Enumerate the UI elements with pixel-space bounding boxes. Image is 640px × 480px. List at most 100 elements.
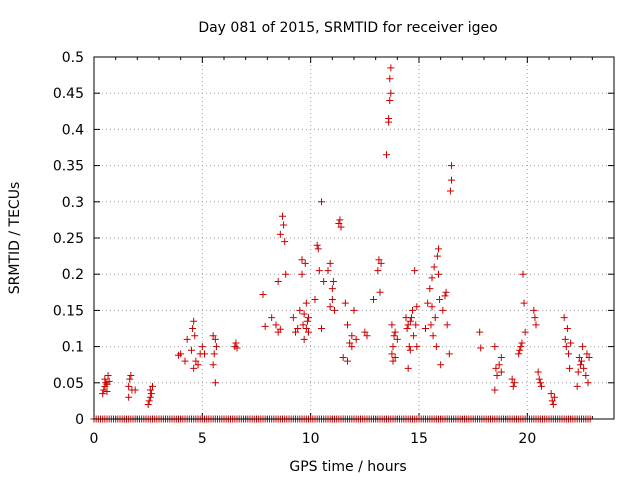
data-point <box>404 364 412 372</box>
data-point-mark <box>404 364 412 372</box>
data-point-mark <box>212 343 220 351</box>
data-point <box>387 89 395 97</box>
data-point <box>303 317 311 325</box>
data-point <box>531 314 539 322</box>
data-point-mark <box>261 322 269 330</box>
data-point <box>350 306 358 314</box>
data-point <box>435 245 442 253</box>
data-point <box>305 314 312 322</box>
chart-title: Day 081 of 2015, SRMTID for receiver ige… <box>198 20 497 36</box>
data-point <box>211 379 219 387</box>
data-point-mark <box>209 332 217 340</box>
data-point-mark <box>294 325 302 332</box>
y-tick-label: 0.35 <box>53 159 84 175</box>
data-point <box>413 343 421 351</box>
data-point-mark <box>579 343 587 351</box>
y-tick-label: 0.15 <box>53 303 84 319</box>
data-point-mark <box>302 299 310 307</box>
data-point <box>376 288 384 296</box>
data-point <box>424 299 432 307</box>
data-point-mark <box>192 357 200 365</box>
data-point <box>493 372 501 380</box>
data-point <box>406 346 414 354</box>
data-point-mark <box>404 321 412 329</box>
data-point <box>448 162 455 170</box>
data-point <box>520 299 528 307</box>
data-point-mark <box>427 321 435 329</box>
data-point-mark <box>268 314 276 322</box>
data-point-mark <box>183 335 191 343</box>
y-tick-label: 0.1 <box>62 340 84 356</box>
data-point <box>100 386 108 394</box>
data-point <box>439 306 447 314</box>
data-point <box>492 364 500 372</box>
data-point-mark <box>377 259 385 267</box>
data-point-mark <box>534 368 542 376</box>
data-point-mark <box>393 335 401 343</box>
data-point-mark <box>383 151 390 159</box>
data-point-mark <box>127 372 135 380</box>
data-point-mark <box>198 343 206 351</box>
data-point-mark <box>211 335 219 343</box>
data-point-mark <box>99 390 107 398</box>
data-point-mark <box>344 357 351 365</box>
data-point <box>517 343 525 351</box>
data-point <box>346 339 354 347</box>
data-point-mark <box>405 343 413 351</box>
data-point-mark <box>276 325 284 333</box>
data-point <box>296 306 304 314</box>
data-point <box>435 270 442 278</box>
data-point <box>370 296 377 304</box>
data-point <box>99 390 107 398</box>
data-point-mark <box>578 357 585 365</box>
data-point-mark <box>495 361 503 369</box>
data-point-mark <box>562 343 570 351</box>
data-point-mark <box>339 353 347 361</box>
data-point <box>145 397 153 405</box>
data-point <box>429 332 437 340</box>
data-point-mark <box>298 270 306 278</box>
data-point-mark <box>276 230 284 238</box>
data-point <box>390 332 398 340</box>
y-tick-label: 0 <box>75 412 84 428</box>
data-point-mark <box>281 238 289 246</box>
data-point-mark <box>191 332 199 340</box>
data-point-mark <box>361 328 369 336</box>
data-point-mark <box>389 357 397 365</box>
data-point-mark <box>329 277 337 285</box>
data-point-mark <box>536 379 544 387</box>
data-point <box>314 245 322 253</box>
data-point <box>280 221 288 229</box>
data-point <box>411 267 419 275</box>
data-point <box>437 361 445 369</box>
data-point <box>567 339 575 347</box>
data-point <box>276 230 284 238</box>
data-point <box>426 285 434 293</box>
data-point-mark <box>388 321 396 329</box>
data-point-mark <box>446 187 454 195</box>
data-point <box>518 339 526 347</box>
data-point <box>209 361 217 369</box>
data-point-mark <box>409 306 416 314</box>
data-point <box>393 335 401 343</box>
data-point <box>300 335 308 343</box>
data-point <box>561 335 569 343</box>
data-point <box>201 350 208 358</box>
data-point-mark <box>103 387 111 395</box>
data-point-mark <box>102 379 110 387</box>
data-point <box>191 332 199 340</box>
plot-frame <box>93 56 615 420</box>
data-point-mark <box>566 364 574 372</box>
data-point <box>348 343 356 351</box>
data-point <box>131 386 139 394</box>
data-point-mark <box>493 372 501 380</box>
data-point <box>563 325 571 332</box>
data-point <box>188 346 195 354</box>
data-point-mark <box>149 382 156 390</box>
data-point-mark <box>279 212 286 220</box>
data-point <box>377 259 385 267</box>
data-point-mark <box>146 386 154 394</box>
data-point-mark <box>563 325 571 332</box>
data-point <box>575 353 583 361</box>
data-point-mark <box>341 299 349 307</box>
